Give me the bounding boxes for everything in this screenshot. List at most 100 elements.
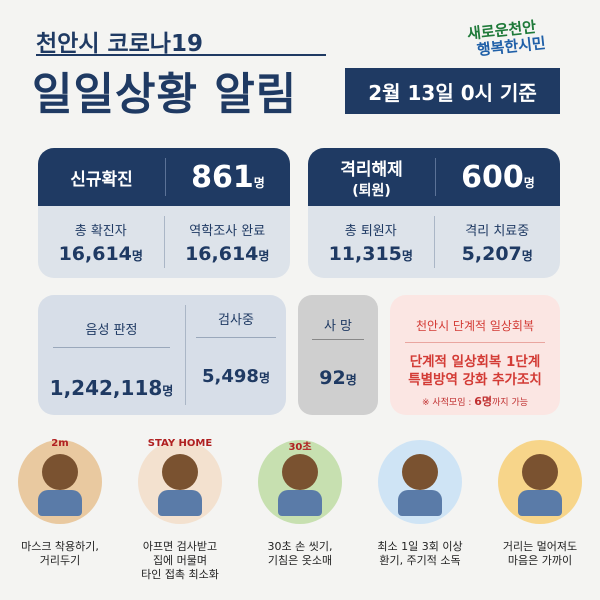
value-number: 861 (191, 159, 254, 195)
logo: 새로운천안 행복한시민 (466, 18, 546, 60)
header-label: 격리해제 (퇴원) (308, 158, 436, 199)
caption-line: 거리두기 (39, 554, 81, 567)
header-label: 신규확진 (38, 158, 166, 196)
value: 5,207명 (462, 243, 533, 265)
header-value: 861명 (166, 148, 290, 206)
deaths-value: 92명 (298, 367, 378, 389)
stat-card: 격리해제 (퇴원) 600명 총 퇴원자 11,315명 격리 치료중 5,207명 (308, 148, 560, 278)
value: 16,614명 (59, 243, 143, 265)
value: 600명 (461, 160, 535, 195)
tip-caption: 아프면 검사받고 집에 머물며 타인 접촉 최소화 (125, 540, 235, 582)
label: 신규확진 (70, 169, 133, 190)
caption-line: 아프면 검사받고 (142, 540, 218, 553)
divider (312, 339, 364, 340)
detail-label: 격리 치료중 (465, 223, 530, 239)
figure-body (158, 490, 202, 516)
card-details: 총 확진자 16,614명 역학조사 완료 16,614명 (38, 206, 290, 278)
test-cell: 검사중 5,498명 (186, 295, 286, 415)
stat-card: 신규확진 861명 총 확진자 16,614명 역학조사 완료 16,614명 (38, 148, 290, 278)
detail-label: 역학조사 완료 (189, 223, 266, 239)
note-suffix: 까지 가능 (492, 398, 529, 408)
title-rule (36, 54, 326, 56)
title-line1: 천안시 코로나19 (36, 31, 203, 57)
notice-title: 천안시 단계적 일상회복 (415, 319, 535, 333)
test-cell: 음성 판정 1,242,118명 (38, 305, 186, 405)
unit: 명 (401, 248, 413, 263)
value-number: 11,315 (328, 242, 402, 265)
value-number: 5,207 (461, 242, 522, 265)
card-header: 격리해제 (퇴원) 600명 (308, 148, 560, 206)
deaths-card: 사 망 92명 (298, 295, 378, 415)
icon-text: 2m (51, 438, 69, 449)
detail-label: 총 확진자 (74, 223, 127, 239)
note-bold: 6명 (474, 395, 493, 408)
divider (405, 342, 545, 343)
icon-text: 30초 (288, 442, 312, 453)
illustration: STAY HOME (138, 438, 222, 524)
unit: 명 (131, 248, 143, 263)
tip-caption: 마스크 착용하기, 거리두기 (5, 540, 115, 568)
value: 92 (319, 367, 346, 389)
figure-body (518, 490, 562, 516)
date-badge: 2월 13일 0시 기준 (345, 68, 560, 114)
caption-line: 기침은 옷소매 (267, 554, 333, 567)
value-number: 5,498 (202, 366, 259, 387)
card-details: 총 퇴원자 11,315명 격리 치료중 5,207명 (308, 206, 560, 278)
caption-line: 타인 접촉 최소화 (141, 568, 219, 581)
illustration (498, 440, 582, 524)
caption-line: 마스크 착용하기, (21, 540, 99, 553)
unit: 명 (258, 248, 270, 263)
value: 16,614명 (185, 243, 269, 265)
figure (522, 454, 558, 490)
test-label: 검사중 (218, 313, 254, 328)
caption-line: 거리는 멀어져도 (502, 540, 578, 553)
detail-label: 총 퇴원자 (344, 223, 397, 239)
unit: 명 (521, 248, 533, 263)
value: 1,242,118명 (50, 376, 174, 400)
unit: 명 (258, 371, 270, 385)
detail: 총 퇴원자 11,315명 (308, 216, 435, 268)
caption-line: 최소 1일 3회 이상 (377, 540, 463, 553)
figure-body (38, 490, 82, 516)
unit: 명 (523, 175, 535, 190)
deaths-label: 사 망 (323, 319, 353, 334)
value-number: 16,614 (58, 242, 132, 265)
caption-line: 환기, 주기적 소독 (379, 554, 461, 567)
figure-body (278, 490, 322, 516)
title-line2: 일일상황 알림 (32, 69, 298, 120)
notice-note: ※ 사적모임 : 6명까지 가능 (390, 393, 560, 409)
caption-line: 마음은 가까이 (507, 554, 573, 567)
unit: 명 (345, 373, 357, 387)
tip-caption: 최소 1일 3회 이상 환기, 주기적 소독 (365, 540, 475, 568)
figure (162, 454, 198, 490)
illustration: 30초 (258, 440, 342, 524)
caption-line: 집에 머물며 (152, 554, 208, 567)
unit: 명 (162, 384, 174, 398)
icon-text: STAY HOME (147, 438, 213, 449)
note-prefix: ※ 사적모임 : (421, 398, 475, 408)
label-sub: (퇴원) (352, 182, 391, 199)
figure (42, 454, 78, 490)
divider (52, 347, 171, 348)
notice-line: 특별방역 강화 추가조치 (408, 372, 542, 388)
value-number: 600 (461, 159, 524, 195)
figure (282, 454, 318, 490)
value: 11,315명 (329, 243, 413, 265)
detail: 총 확진자 16,614명 (38, 216, 165, 268)
test-label: 음성 판정 (85, 323, 138, 338)
value-number: 1,242,118 (49, 376, 163, 400)
detail: 격리 치료중 5,207명 (435, 206, 561, 278)
detail: 역학조사 완료 16,614명 (165, 206, 291, 278)
value: 861명 (191, 160, 265, 195)
label: 격리해제 (340, 159, 403, 180)
tip-caption: 30초 손 씻기, 기침은 옷소매 (245, 540, 355, 568)
notice-line: 단계적 일상회복 1단계 (409, 354, 541, 370)
unit: 명 (253, 175, 265, 190)
figure-body (398, 490, 442, 516)
tests-card: 음성 판정 1,242,118명 검사중 5,498명 (38, 295, 286, 415)
header-value: 600명 (436, 148, 560, 206)
caption-line: 30초 손 씻기, (267, 540, 333, 553)
illustration: 2m (18, 438, 102, 524)
